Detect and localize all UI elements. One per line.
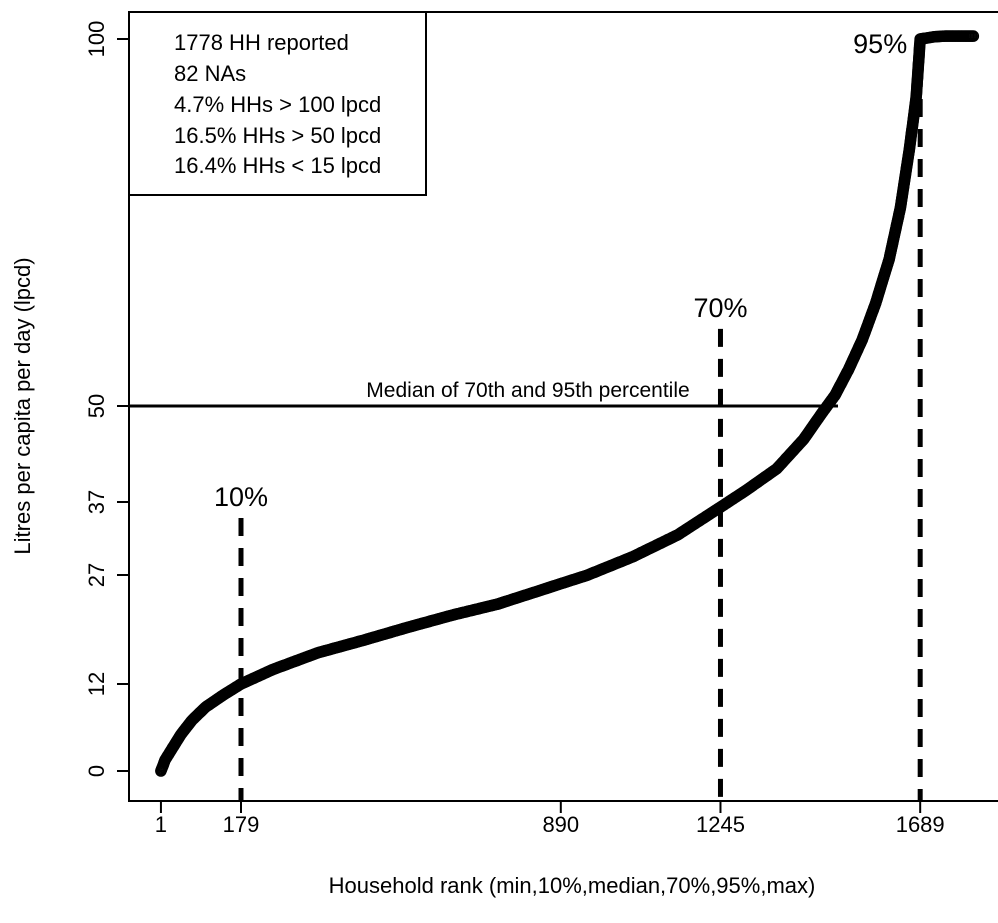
median-reference-label: Median of 70th and 95th percentile: [366, 379, 689, 402]
legend-line-4: 16.5% HHs > 50 lpcd: [174, 123, 381, 148]
x-tick-label: 1: [155, 812, 167, 837]
legend-line-5: 16.4% HHs < 15 lpcd: [174, 153, 381, 178]
legend-line-1: 1778 HH reported: [174, 30, 349, 55]
x-tick-label: 890: [542, 812, 579, 837]
x-tick-label: 1689: [896, 812, 945, 837]
y-tick-label: 12: [84, 672, 109, 696]
percentile-label-95pct: 95%: [853, 29, 907, 59]
y-tick-label: 37: [84, 490, 109, 514]
y-tick-label: 50: [84, 394, 109, 418]
legend-line-3: 4.7% HHs > 100 lpcd: [174, 92, 381, 117]
y-tick-label: 100: [84, 21, 109, 58]
data-point: [967, 30, 980, 42]
y-tick-label: 0: [84, 765, 109, 777]
x-axis-title: Household rank (min,10%,median,70%,95%,m…: [329, 873, 816, 898]
x-axis: 1 179 890 1245 1689: [155, 801, 945, 837]
x-tick-label: 179: [223, 812, 260, 837]
reference-lines: Median of 70th and 95th percentile 10% 70%…: [129, 29, 923, 801]
y-axis: 0 12 27 37 50 100: [84, 21, 129, 777]
percentile-label-10pct: 10%: [214, 482, 268, 512]
data-points: [155, 30, 980, 777]
legend-box: [128, 11, 427, 196]
x-tick-label: 1245: [696, 812, 745, 837]
y-axis-title: Litres per capita per day (lpcd): [10, 257, 35, 554]
y-tick-label: 27: [84, 563, 109, 587]
percentile-label-70pct: 70%: [693, 293, 747, 323]
legend: 1778 HH reported 82 NAs 4.7% HHs > 100 l…: [128, 11, 427, 196]
legend-line-2: 82 NAs: [174, 61, 246, 86]
